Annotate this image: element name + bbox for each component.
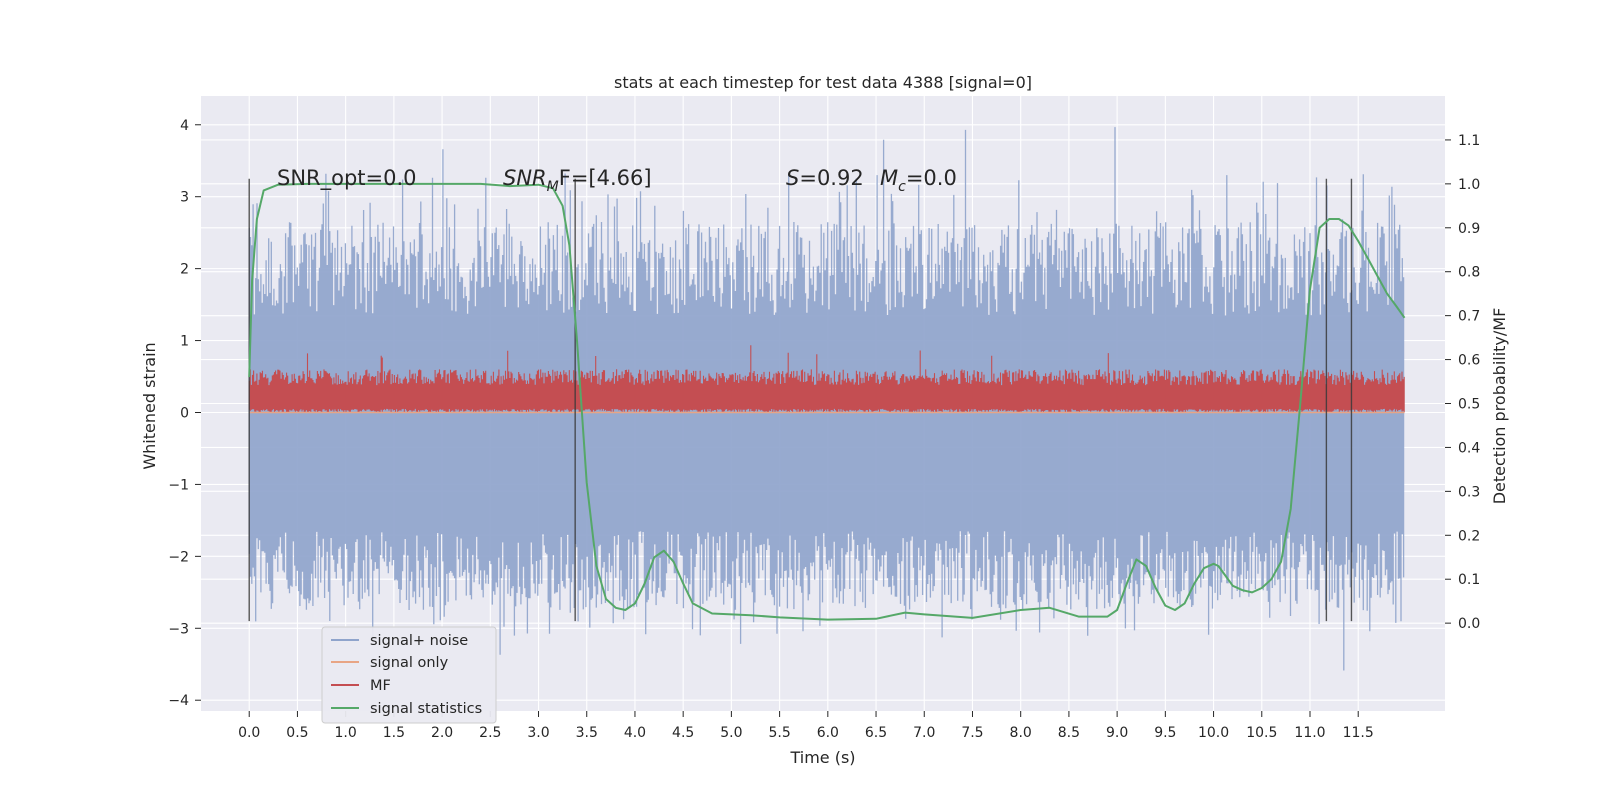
y-axis-label-right: Detection probability/MF — [1490, 308, 1509, 505]
y-tick-label-right: 0.9 — [1458, 221, 1480, 237]
x-tick-label: 10.5 — [1246, 725, 1277, 741]
annotation-mc-main: M — [880, 166, 898, 190]
x-tick-label: 1.5 — [383, 725, 405, 741]
x-tick-label: 10.0 — [1198, 725, 1229, 741]
y-tick-label-right: 1.1 — [1458, 133, 1480, 149]
annotation-mc-rest: =0.0 — [906, 166, 957, 190]
legend-item-signal-statistics: signal statistics — [331, 701, 482, 717]
legend-box — [321, 626, 497, 724]
legend-item-mf: MF — [331, 678, 391, 694]
x-tick-label: 6.5 — [865, 725, 887, 741]
x-tick-label: 6.0 — [817, 725, 839, 741]
y-tick-label-left: −3 — [168, 621, 189, 637]
y-tick-label-left: 2 — [180, 262, 189, 278]
x-tick-label: 8.5 — [1058, 725, 1080, 741]
legend-label-signal-noise: signal+ noise — [370, 633, 468, 649]
annotation-snr-mf-main: SNR — [503, 166, 547, 190]
annotation-mc: Mc=0.0 — [880, 166, 957, 195]
x-tick-label: 3.5 — [576, 725, 598, 741]
annotation-snr-mf-sub: M — [547, 179, 559, 195]
y-tick-label-right: 0.8 — [1458, 265, 1480, 281]
y-tick-label-left: 3 — [180, 190, 189, 206]
x-tick-label: 8.0 — [1010, 725, 1032, 741]
y-tick-label-left: −4 — [168, 693, 189, 709]
x-tick-label: 7.0 — [913, 725, 935, 741]
x-tick-label: 9.0 — [1106, 725, 1128, 741]
legend-item-signal-noise: signal+ noise — [331, 633, 468, 649]
x-tick-label: 9.5 — [1154, 725, 1176, 741]
x-tick-label: 7.5 — [961, 725, 983, 741]
y-tick-label-right: 0.5 — [1458, 397, 1480, 413]
y-tick-label-right: 0.6 — [1458, 353, 1480, 369]
y-tick-label-left: 1 — [180, 334, 189, 350]
legend-label-signal-only: signal only — [370, 655, 449, 671]
y-tick-label-right: 0.1 — [1458, 572, 1480, 588]
y-tick-label-right: 0.4 — [1458, 440, 1480, 456]
x-tick-label: 5.5 — [768, 725, 790, 741]
y-tick-label-right: 0.3 — [1458, 484, 1480, 500]
legend-label-signal-statistics: signal statistics — [370, 701, 482, 717]
y-axis-label-left: Whitened strain — [140, 342, 159, 469]
x-axis-label: Time (s) — [789, 748, 855, 767]
annotation-s-main: S — [786, 166, 799, 190]
signal-statistics-line — [248, 182, 1406, 621]
y-tick-label-left: −1 — [168, 477, 189, 493]
annotation-snr-opt: SNR_opt=0.0 — [277, 166, 417, 191]
y-tick-label-left: 4 — [180, 118, 189, 134]
legend-item-signal-only: signal only — [331, 655, 449, 671]
x-tick-label: 1.0 — [335, 725, 357, 741]
legend: signal+ noise signal only MF signal stat… — [321, 626, 497, 724]
legend-label-mf: MF — [370, 678, 391, 694]
axis-ticks: 0.0 0.5 1.0 1.5 2.0 2.5 3.0 3.5 4.0 4.5 5.0 5.5 6.0 6… — [168, 118, 1480, 741]
x-tick-label: 5.0 — [720, 725, 742, 741]
annotation-mc-sub: c — [898, 179, 906, 195]
y-tick-label-left: 0 — [180, 405, 189, 421]
y-tick-label-right: 1.0 — [1458, 177, 1480, 193]
y-tick-label-right: 0.2 — [1458, 528, 1480, 544]
x-tick-label: 3.0 — [527, 725, 549, 741]
annotation-snr-mf: SNRMF=[4.66] — [503, 166, 652, 195]
annotation-snr-mf-rest: F=[4.66] — [559, 166, 652, 190]
annotation-s-rest: =0.92 — [799, 166, 863, 190]
x-tick-label: 4.0 — [624, 725, 646, 741]
x-tick-label: 11.0 — [1294, 725, 1325, 741]
x-tick-label: 4.5 — [672, 725, 694, 741]
x-tick-label: 11.5 — [1343, 725, 1374, 741]
x-tick-label: 2.0 — [431, 725, 453, 741]
x-tick-label: 2.5 — [479, 725, 501, 741]
x-tick-label: 0.0 — [238, 725, 260, 741]
vertical-markers — [248, 178, 1353, 622]
y-tick-label-right: 0.0 — [1458, 616, 1480, 632]
y-tick-label-left: −2 — [168, 549, 189, 565]
y-tick-label-right: 0.7 — [1458, 309, 1480, 325]
chart-title: stats at each timestep for test data 438… — [614, 73, 1032, 92]
signal-statistics-series — [248, 182, 1406, 621]
x-tick-label: 0.5 — [286, 725, 308, 741]
annotation-s: S=0.92 — [786, 166, 864, 190]
